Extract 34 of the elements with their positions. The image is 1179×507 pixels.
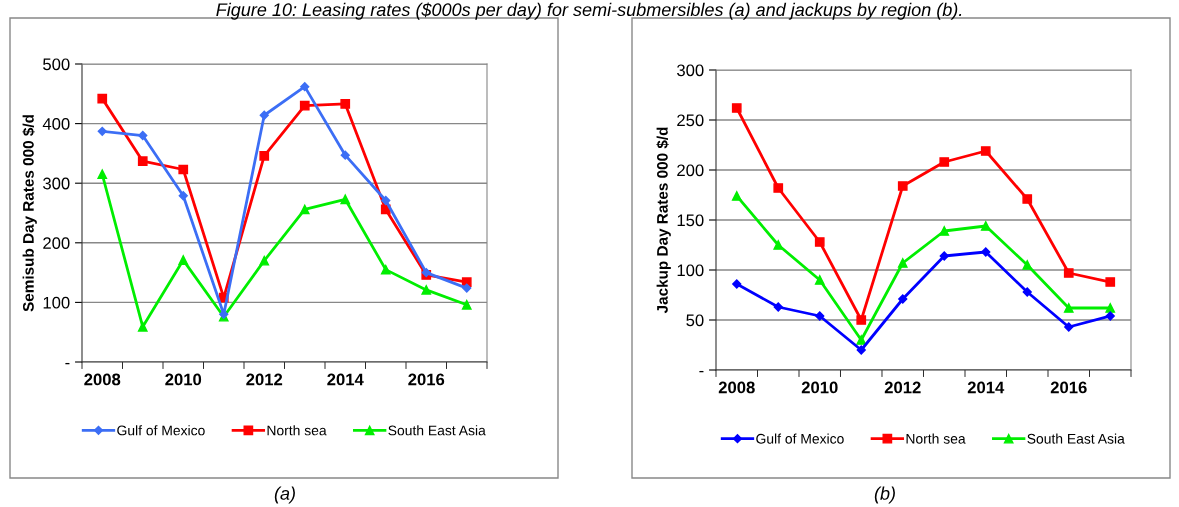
x-tick-label: 2010 <box>801 381 838 394</box>
x-tick-label: 2014 <box>327 373 364 386</box>
legend-label: South East Asia <box>388 425 486 436</box>
y-tick-label: 500 <box>43 58 70 71</box>
y-tick-label: 200 <box>677 164 704 177</box>
y-tick-label: - <box>65 362 70 365</box>
text: (b) <box>874 486 895 504</box>
x-tick-label: 2014 <box>967 381 1005 394</box>
y-tick-label: 100 <box>677 264 704 277</box>
text: (a) <box>274 486 295 504</box>
y-tick-label: 150 <box>677 214 704 227</box>
y-tick-label: 100 <box>43 296 70 309</box>
y-tick-label: 300 <box>43 177 70 190</box>
y-tick-label: 200 <box>43 237 70 249</box>
x-tick-label: 2008 <box>718 381 755 394</box>
x-tick-label: 2008 <box>84 373 121 386</box>
y-tick-label: 300 <box>677 64 704 77</box>
legend-label: Gulf of Mexico <box>756 433 844 444</box>
x-tick-label: 2010 <box>165 373 202 386</box>
y-axis-title: Jackup Day Rates 000 $/d <box>656 127 671 314</box>
legend-label: North sea <box>267 425 327 436</box>
y-axis-title: Semisub Day Rates 000 $/d <box>22 115 37 312</box>
legend-label: North sea <box>906 433 966 444</box>
y-tick-label: - <box>699 370 704 373</box>
y-tick-label: 250 <box>677 114 704 127</box>
y-tick-label: 50 <box>686 314 704 327</box>
legend-label: Gulf of Mexico <box>117 425 205 436</box>
legend-label: South East Asia <box>1027 433 1125 444</box>
x-tick-label: 2012 <box>246 373 283 386</box>
x-tick-label: 2012 <box>884 381 921 394</box>
x-tick-label: 2016 <box>1050 381 1087 394</box>
text: Figure 10: Leasing rates ($000s per day) for semi-submersibles (a) and jackups by region (b). <box>216 2 962 20</box>
y-tick-label: 400 <box>42 118 70 130</box>
x-tick-label: 2016 <box>408 373 445 386</box>
